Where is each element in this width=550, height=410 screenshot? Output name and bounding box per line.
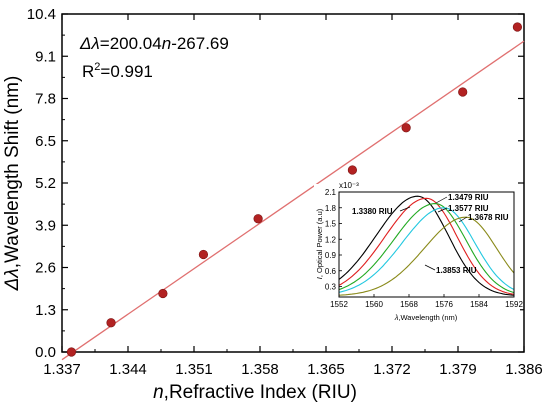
equation-annotation: Δλ=200.04n-267.69 — [79, 34, 229, 53]
inset-axes: 1552 1560 1568 1576 1584 1592 0.3 0.6 0.9 1.2 1.5 1… — [325, 188, 524, 309]
data-point — [198, 249, 209, 260]
inset-label-1-3853: 1.3853 RIU — [436, 266, 477, 275]
y-tick-label: 1.3 — [35, 302, 56, 319]
y-tick-label: 10.4 — [27, 6, 56, 23]
x-tick-label: 1.386 — [505, 361, 543, 378]
inset-x-tick-label: 1576 — [435, 300, 453, 309]
inset-chart: 1552 1560 1568 1576 1584 1592 0.3 0.6 0.9 1.2 1.5 1… — [314, 181, 523, 324]
inset-y-tick-label: 0.9 — [325, 251, 337, 260]
data-point — [158, 288, 168, 299]
x-tick-label: 1.358 — [241, 361, 279, 378]
data-point — [401, 123, 411, 133]
inset-y-tick-label: 0.6 — [325, 267, 337, 276]
x-tick-label: 1.365 — [307, 361, 345, 378]
inset-x-tick-label: 1584 — [470, 300, 488, 309]
y-tick-label: 2.6 — [35, 260, 56, 277]
data-point — [106, 318, 116, 328]
inset-pointer-1-3577 — [437, 207, 448, 213]
inset-y-tick-label: 0.3 — [325, 283, 337, 292]
inset-series-line — [338, 203, 515, 294]
x-tick-label: 1.344 — [109, 361, 147, 378]
inset-frame — [338, 191, 515, 298]
y-tick-label: 0.0 — [35, 344, 56, 361]
inset-x-tick-label: 1592 — [505, 300, 523, 309]
inset-y-tick-label: 1.2 — [325, 235, 337, 244]
inset-curves — [338, 195, 515, 296]
inset-x-tick-label: 1552 — [330, 300, 348, 309]
x-axis-label: n,Refractive Index (RIU) — [153, 382, 357, 403]
x-tick-label: 1.337 — [43, 361, 81, 378]
inset-x-tick-label: 1560 — [365, 300, 383, 309]
inset-y-tick-label: 2.1 — [325, 188, 337, 197]
y-tick-label: 5.2 — [35, 175, 56, 192]
y-tick-label: 6.5 — [35, 133, 56, 150]
y-tick-label: 3.9 — [35, 217, 56, 234]
inset-y-tick-label: 1.8 — [325, 204, 337, 213]
data-point — [253, 214, 263, 224]
data-point — [66, 347, 77, 357]
y-axis-label: Δλ,Wavelength Shift (nm) — [2, 76, 23, 292]
inset-label-1-3577: 1.3577 RIU — [448, 204, 489, 213]
y-tick-label: 7.8 — [35, 91, 56, 108]
fit-line — [61, 40, 525, 361]
inset-background — [314, 184, 520, 324]
data-point — [458, 87, 468, 97]
inset-exponent-label: x10⁻³ — [339, 181, 359, 190]
data-point — [347, 165, 358, 175]
data-point — [512, 22, 523, 32]
inset-x-tick-label: 1568 — [400, 300, 418, 309]
inset-pointer-1-3678 — [458, 216, 468, 223]
inset-y-tick-label: 1.5 — [325, 220, 337, 229]
inset-series-line — [338, 216, 515, 296]
inset-label-1-3380: 1.3380 RIU — [352, 207, 393, 216]
x-tick-label: 1.351 — [175, 361, 213, 378]
r2-annotation: R2=0.991 — [82, 61, 153, 81]
x-tick-label: 1.379 — [439, 361, 477, 378]
inset-x-axis-label: λ,Wavelength (nm) — [394, 313, 458, 322]
x-tick-label: 1.372 — [373, 361, 411, 378]
inset-series-line — [338, 197, 515, 295]
main-axes: 1.337 1.344 1.351 1.358 1.365 1.372 1.379 1.386… — [27, 6, 543, 378]
inset-series-line — [338, 195, 515, 296]
inset-pointer-1-3853 — [424, 264, 436, 271]
inset-label-1-3479: 1.3479 RIU — [448, 193, 489, 202]
inset-label-1-3678: 1.3678 RIU — [468, 213, 509, 222]
inset-y-axis-label: I, Optical Power (a.u) — [315, 208, 324, 279]
inset-pointer-1-3380 — [399, 206, 411, 212]
inset-series-line — [338, 207, 515, 293]
inset-pointer-1-3479 — [435, 196, 448, 204]
y-tick-label: 9.1 — [35, 48, 56, 65]
fit-line-group — [61, 40, 525, 361]
